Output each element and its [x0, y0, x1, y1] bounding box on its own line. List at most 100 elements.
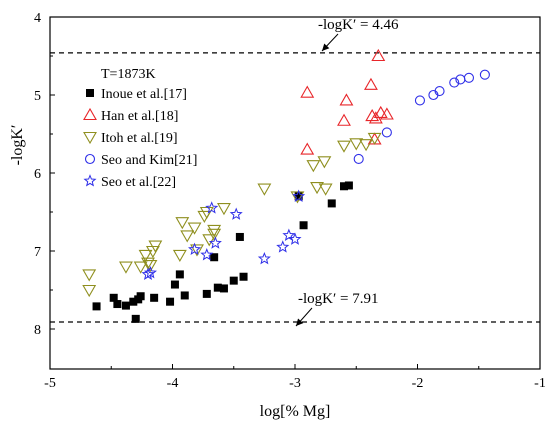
data-point	[318, 183, 333, 196]
series-4	[353, 69, 490, 165]
legend-entry: Seo and Kim[21]	[101, 153, 197, 168]
data-point	[299, 221, 308, 230]
x-tick-label: -2	[412, 376, 424, 391]
data-point	[344, 181, 353, 190]
data-point	[180, 230, 195, 243]
data-point	[200, 248, 214, 261]
legend-marker	[83, 131, 97, 145]
data-point	[121, 301, 130, 310]
data-point	[428, 89, 439, 101]
data-point	[455, 74, 466, 85]
reference-lines: -logK′ = 4.46 -logK′ = 7.91	[50, 17, 540, 327]
data-point	[119, 261, 133, 274]
y-axis-title: -logK′	[9, 125, 26, 166]
data-point	[175, 270, 184, 279]
data-point	[349, 138, 364, 151]
data-point	[379, 107, 394, 120]
data-point	[133, 261, 148, 274]
data-point	[150, 293, 159, 302]
data-point	[136, 292, 145, 301]
data-point	[175, 217, 190, 230]
data-point	[339, 93, 354, 106]
data-point	[381, 127, 392, 138]
data-point	[138, 249, 153, 263]
y-tick-label: 8	[34, 323, 41, 338]
data-point	[353, 153, 364, 165]
y-tick-label: 5	[34, 89, 41, 104]
data-point	[207, 228, 222, 241]
data-point	[82, 284, 97, 298]
data-point	[109, 293, 118, 302]
data-points	[82, 48, 490, 323]
legend-marker	[86, 89, 94, 97]
data-point	[170, 280, 179, 289]
legend-entry: Seo et al.[22]	[101, 175, 176, 190]
data-point	[217, 203, 231, 216]
data-point	[306, 160, 321, 173]
data-point	[239, 272, 248, 281]
data-point	[373, 105, 388, 118]
data-point	[202, 234, 217, 247]
data-point	[310, 181, 324, 195]
data-point	[172, 249, 187, 263]
data-point	[292, 189, 306, 202]
reference-line-label: -logK′ = 4.46	[318, 17, 399, 33]
data-point	[276, 240, 290, 253]
data-point	[229, 276, 238, 285]
series-1	[92, 181, 353, 323]
data-point	[210, 253, 219, 262]
data-point	[187, 222, 202, 235]
data-point	[143, 265, 157, 279]
data-point	[300, 85, 315, 98]
data-point	[463, 72, 475, 83]
data-point	[141, 257, 155, 270]
data-point	[337, 140, 351, 153]
legend: T=1873K Inoue et al.[17] Han et al.[18] It…	[83, 67, 197, 190]
y-tick-label: 7	[34, 245, 41, 260]
x-tick-label: -3	[289, 376, 301, 391]
axis-ticks: -5 -4 -3 -2 -1 4 5 6 7 8	[34, 11, 546, 391]
data-point	[92, 302, 101, 311]
data-point	[371, 48, 386, 62]
y-tick-label: 6	[34, 167, 41, 182]
x-axis-title: log[% Mg]	[260, 403, 331, 420]
legend-marker	[83, 174, 97, 187]
data-point	[207, 224, 222, 238]
data-point	[359, 139, 373, 152]
x-tick-label: -4	[167, 376, 179, 391]
data-point	[229, 207, 243, 220]
data-point	[113, 300, 122, 309]
data-point	[202, 289, 211, 298]
data-point	[479, 69, 490, 80]
reference-line-label: -logK′ = 7.91	[298, 291, 379, 307]
legend-marker	[83, 107, 97, 121]
data-point	[129, 297, 138, 306]
data-point	[317, 156, 332, 169]
data-point	[282, 228, 296, 241]
legend-entry: Itoh et al.[19]	[101, 131, 178, 146]
data-point	[340, 182, 348, 191]
data-point	[294, 192, 303, 201]
annotation-arrowhead	[296, 318, 304, 326]
legend-entry: Han et al.[18]	[101, 109, 178, 124]
data-point	[257, 251, 271, 265]
data-point	[257, 183, 272, 196]
legend-marker	[84, 153, 96, 165]
series-3	[82, 132, 382, 298]
data-point	[219, 284, 228, 293]
data-point	[235, 232, 244, 241]
data-point	[213, 283, 222, 292]
data-point	[148, 240, 163, 253]
x-tick-label: -1	[534, 376, 546, 391]
data-point	[300, 142, 315, 155]
data-point	[327, 199, 336, 208]
data-point	[364, 77, 378, 90]
data-point	[205, 201, 219, 214]
data-point	[414, 95, 426, 106]
series-2	[300, 48, 394, 155]
data-point	[166, 297, 175, 306]
data-point	[199, 206, 214, 220]
data-point	[365, 108, 380, 122]
data-point	[449, 77, 460, 88]
